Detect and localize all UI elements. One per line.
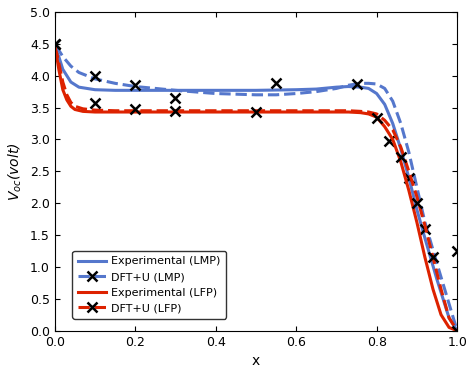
Legend: Experimental (LMP), DFT+U (LMP), Experimental (LFP), DFT+U (LFP): Experimental (LMP), DFT+U (LMP), Experim… bbox=[73, 251, 226, 319]
X-axis label: x: x bbox=[252, 354, 260, 368]
Y-axis label: $V_{oc}$(volt): $V_{oc}$(volt) bbox=[7, 142, 24, 201]
